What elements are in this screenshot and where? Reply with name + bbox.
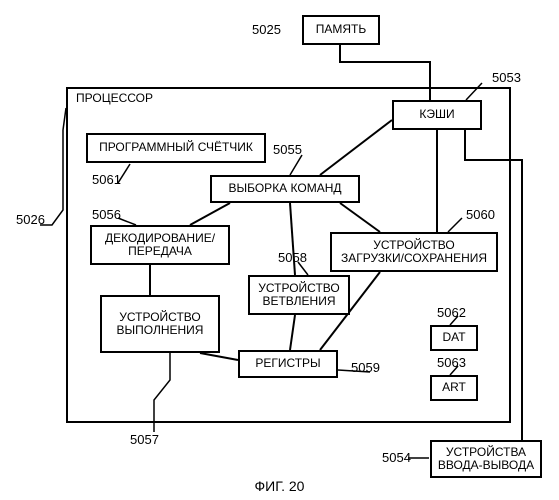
node-exec: УСТРОЙСТВОВЫПОЛНЕНИЯ bbox=[100, 295, 220, 353]
node-fetch: ВЫБОРКА КОМАНД bbox=[210, 175, 360, 203]
node-memory: ПАМЯТЬ bbox=[302, 15, 380, 45]
leader-11 bbox=[40, 108, 66, 225]
node-io: УСТРОЙСТВАВВОДА-ВЫВОДА bbox=[430, 440, 542, 478]
node-decode: ДЕКОДИРОВАНИЕ/ПЕРЕДАЧА bbox=[90, 225, 230, 265]
ref-io: 5054 bbox=[382, 450, 411, 465]
node-art: ART bbox=[430, 375, 478, 401]
ref-dat: 5062 bbox=[437, 305, 466, 320]
ref-processor: 5026 bbox=[16, 212, 45, 227]
ref-pc: 5061 bbox=[92, 172, 121, 187]
node-pc: ПРОГРАММНЫЙ СЧЁТЧИК bbox=[86, 133, 266, 163]
ref-loadstore: 5060 bbox=[466, 207, 495, 222]
processor-label: ПРОЦЕССОР bbox=[76, 91, 153, 105]
ref-decode: 5056 bbox=[92, 207, 121, 222]
ref-regs: 5059 bbox=[351, 360, 380, 375]
node-branch: УСТРОЙСТВОВЕТВЛЕНИЯ bbox=[248, 275, 350, 315]
figure-caption: ФИГ. 20 bbox=[0, 478, 559, 494]
ref-fetch: 5055 bbox=[273, 142, 302, 157]
ref-art: 5063 bbox=[437, 355, 466, 370]
ref-cache: 5053 bbox=[492, 70, 521, 85]
node-dat: DAT bbox=[430, 325, 478, 351]
ref-exec: 5057 bbox=[130, 432, 159, 447]
node-cache: КЭШИ bbox=[392, 100, 482, 130]
ref-memory: 5025 bbox=[252, 22, 281, 37]
node-regs: РЕГИСТРЫ bbox=[238, 350, 338, 378]
ref-branch: 5058 bbox=[278, 250, 307, 265]
node-loadstore: УСТРОЙСТВОЗАГРУЗКИ/СОХРАНЕНИЯ bbox=[330, 232, 498, 272]
